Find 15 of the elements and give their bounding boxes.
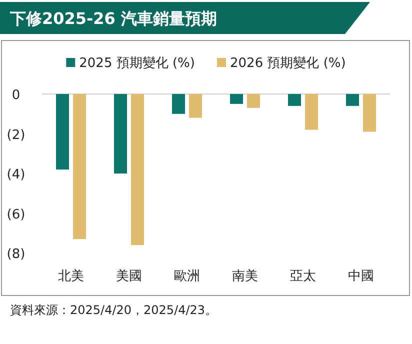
- x-tick-label: 中國: [348, 269, 374, 284]
- x-tick-label: 歐洲: [174, 269, 200, 284]
- y-tick-label: (8): [6, 247, 26, 262]
- source-note: 資料來源：2025/4/20，2025/4/23。: [10, 303, 218, 317]
- x-tick-label: 亞太: [290, 269, 316, 284]
- legend-label: 2026 預期變化 (%): [230, 56, 346, 71]
- y-tick-label: (6): [6, 207, 26, 222]
- x-tick-label: 北美: [58, 268, 84, 284]
- x-tick-label: 美國: [116, 268, 142, 284]
- x-tick-label: 南美: [232, 268, 258, 284]
- y-tick-label: (2): [6, 128, 26, 143]
- y-tick-label: (4): [6, 168, 26, 182]
- chart-title: 下修2025-26 汽車銷量預期: [9, 9, 218, 28]
- y-tick-label: 0: [12, 88, 20, 103]
- legend-label: 2025 預期變化 (%): [79, 56, 195, 71]
